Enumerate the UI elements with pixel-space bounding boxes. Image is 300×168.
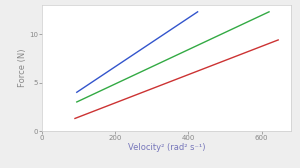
X-axis label: Velocity² (rad² s⁻¹): Velocity² (rad² s⁻¹) xyxy=(128,143,205,152)
Y-axis label: Force (N): Force (N) xyxy=(18,49,27,87)
